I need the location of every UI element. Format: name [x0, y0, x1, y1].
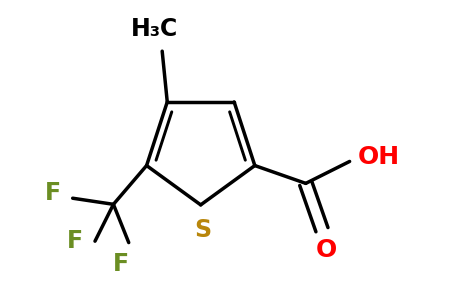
Text: O: O — [316, 238, 337, 262]
Text: S: S — [194, 218, 211, 242]
Text: F: F — [113, 252, 129, 276]
Text: F: F — [45, 181, 61, 205]
Text: F: F — [67, 229, 83, 253]
Text: H₃C: H₃C — [131, 17, 178, 41]
Text: OH: OH — [357, 144, 400, 168]
